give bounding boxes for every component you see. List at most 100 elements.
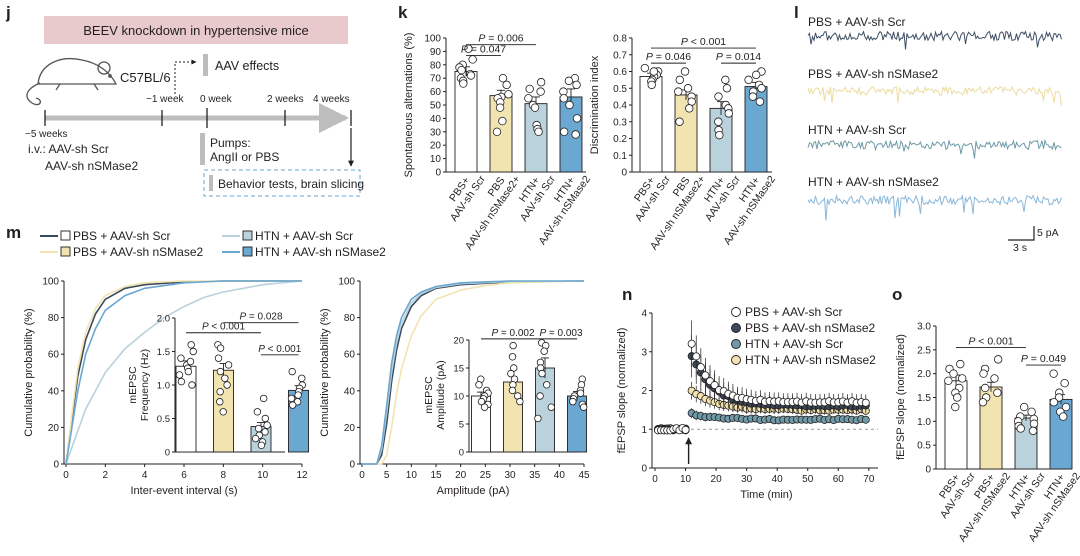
m-amplitude-inset-stat-label: P = 0.002 [491, 328, 535, 339]
m-frequency-inset-stat-p: P [239, 312, 246, 323]
k-discrimination-chart-point [683, 84, 693, 93]
m-amplitude-inset-y-tick-label: 20 [453, 336, 464, 347]
k-discrimination-chart-stat-value: = 0.046 [653, 51, 691, 63]
panel-m-legend: PBS + AAV-sh Scr PBS + AAV-sh nSMase2 HT… [40, 229, 386, 259]
k-alternation-ylabel: Spontaneous alternations (%) [403, 33, 415, 178]
m-iei-cdf-chart-y-tick-label: 20 [48, 423, 60, 434]
o-fepsp-bar-chart-y-tick-label: 1.0 [917, 417, 931, 428]
k-alternation-chart-point [525, 84, 534, 94]
n-point [701, 371, 710, 380]
m-frequency-inset-point [186, 357, 195, 366]
k-alternation-chart-y-tick-label: 30 [430, 127, 442, 138]
m-amplitude-inset-point [576, 389, 585, 397]
o-fepsp-bar-chart-point [1058, 412, 1068, 421]
m-amplitude-inset-point [507, 369, 515, 378]
o-fepsp-bar-chart-y-tick-label: 3.0 [917, 322, 931, 333]
m-amplitude-cdf-chart-y-tick-label: 0 [349, 460, 355, 471]
panel-label-o: o [892, 285, 902, 304]
k-discrimination-chart-stat-label: P = 0.046 [646, 51, 691, 63]
n-point [861, 415, 870, 424]
n-legend-0: PBS + AAV-sh Scr [745, 305, 843, 319]
behavior-bar [209, 175, 213, 191]
m-amplitude-inset-ylabel-line: Amplitude (pA) [435, 360, 447, 429]
m-amplitude-inset-stat-p: P [539, 328, 546, 339]
k-discrimination-chart-stat-p: P [681, 36, 688, 48]
k-discrimination-chart-stat-p: P [646, 51, 653, 63]
o-fepsp-bar-chart-point [1060, 379, 1069, 388]
m-iei-cdf-chart: 0 20 40 60 80 100 0 2 4 6 8 10 12 Inter-event interva… [23, 277, 308, 498]
k-discrimination-chart-point [647, 80, 656, 90]
k-alternation-chart-y-tick-label: 0 [435, 168, 441, 179]
m-frequency-inset-point [259, 394, 268, 403]
legend-swatch-htn-scr [242, 230, 253, 241]
m-iei-cdf-chart-x-tick-label: 10 [257, 470, 269, 481]
k-alternation-chart-point [536, 87, 545, 96]
m-amplitude-inset-point [534, 414, 542, 423]
m-amplitude-inset-point [547, 403, 555, 411]
k-discrimination-chart-point [748, 92, 758, 101]
m-amplitude-cdf-chart-x-tick-label: 10 [406, 470, 418, 481]
behavior-label: Behavior tests, brain slicing [218, 177, 364, 191]
k-alternation-group-label: HTN+AAV-sh Scr [508, 166, 558, 224]
m-frequency-inset-point [216, 344, 225, 352]
k-discrimination-chart-y-tick-label: 0.6 [613, 67, 627, 78]
m-amplitude-inset-point [508, 353, 517, 361]
m-amplitude-inset-point [538, 369, 546, 378]
n-fepsp-x-tick-label: 40 [772, 474, 784, 485]
k-alternation-chart-point [571, 130, 580, 139]
n-point [681, 425, 690, 434]
k-alternation-chart-y-tick-label: 80 [430, 60, 442, 71]
m-frequency-inset-point [177, 377, 186, 386]
m-frequency-inset-ylabel-line: Frequency (Hz) [139, 349, 151, 421]
trace-htn-ns [807, 193, 1062, 221]
k-discrimination-chart-point [649, 67, 659, 76]
k-discrimination-chart-point [757, 84, 766, 93]
k-discrimination-chart-point [714, 92, 723, 101]
m-frequency-inset-point [177, 354, 185, 362]
k-discrimination-group-label: PBS+AAV-sh Scr [623, 166, 673, 224]
m-amplitude-cdf-chart-xlabel: Amplitude (pA) [437, 485, 510, 497]
m-amplitude-inset-point [579, 403, 588, 411]
legend-swatch-htn-ns [242, 246, 253, 257]
m-amplitude-inset-y-tick-label: 5 [459, 420, 464, 431]
k-discrimination-chart-point [675, 75, 684, 85]
n-fepsp-x-tick-label: 50 [802, 474, 814, 485]
m-frequency-inset-y-tick-label: 0 [165, 448, 170, 459]
n-ylabel: fEPSP slope (normalized) [616, 328, 628, 454]
m-amplitude-cdf-chart-x-tick-label: 40 [554, 470, 566, 481]
m-amplitude-cdf-chart-x-tick-label: 0 [359, 470, 365, 481]
m-frequency-inset-stat-label: P = 0.028 [239, 312, 283, 323]
m-iei-cdf-chart-y-tick-label: 0 [53, 460, 59, 471]
k-discrimination-chart-y-tick-label: 0.2 [613, 134, 627, 145]
k-discrimination-chart-y-tick-label: 0 [621, 168, 627, 179]
m-amplitude-inset-stat-value: = 0.003 [546, 328, 583, 339]
n-fepsp-y-tick-label: 0 [641, 464, 647, 475]
m-frequency-inset-stat-value: < 0.001 [209, 322, 246, 333]
panel-label-l: l [794, 3, 799, 22]
k-alternation-chart-y-tick-label: 40 [430, 114, 442, 125]
k-alternation-chart-point [524, 94, 533, 103]
strain-label: C57BL/6 [120, 70, 171, 85]
o-fepsp-bar-chart-point [980, 383, 990, 393]
m-frequency-inset-point [221, 374, 229, 382]
o-fepsp-bar-chart-point [1054, 393, 1064, 402]
m-amplitude-inset-point [475, 381, 483, 389]
m-frequency-inset-point [223, 381, 231, 389]
trace-htn-scr [807, 138, 1062, 159]
m-frequency-inset-point [175, 371, 184, 379]
k-alternation-chart-y-tick-label: 10 [430, 154, 442, 165]
k-discrimination-chart-point [675, 117, 684, 126]
m-amplitude-cdf-chart-series-line [362, 280, 585, 465]
o-fepsp-bar-chart-stat-value: = 0.049 [1028, 353, 1066, 365]
o-ylabel: fEPSP slope (normalized) [895, 334, 907, 460]
time-label-0: 0 week [200, 94, 233, 105]
m-frequency-inset-stat-p: P [202, 322, 209, 333]
panel-label-m: m [6, 223, 21, 242]
m-frequency-inset-ylabel-line: mEPSC [127, 366, 139, 404]
m-amplitude-inset-point [480, 403, 489, 411]
n-point [710, 381, 719, 390]
aav-effects-label: AAV effects [215, 59, 279, 73]
n-fepsp-x-tick-label: 10 [680, 474, 692, 485]
m-iei-cdf-chart-y-tick-label: 60 [48, 350, 60, 361]
